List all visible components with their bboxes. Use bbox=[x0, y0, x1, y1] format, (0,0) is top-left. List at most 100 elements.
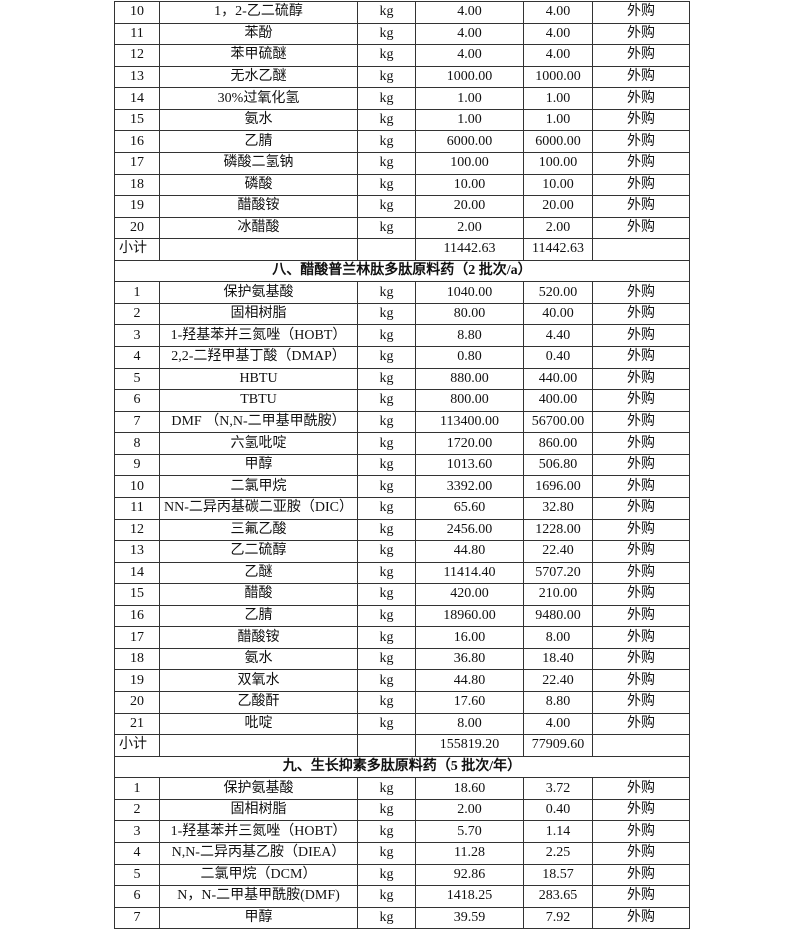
material-name: 无水乙醚 bbox=[159, 65, 358, 89]
table-row: 16 乙腈 kg 18960.00 9480.00 外购 bbox=[114, 604, 690, 628]
source: 外购 bbox=[592, 346, 690, 369]
row-number: 7 bbox=[114, 906, 160, 930]
unit: kg bbox=[357, 65, 416, 89]
material-name: 甲醇 bbox=[159, 906, 358, 930]
materials-table: 10 1，2-乙二硫醇 kg 4.00 4.00 外购 11 苯酚 kg 4.00 4.00 外购 12… bbox=[114, 1, 690, 930]
material-name: 吡啶 bbox=[159, 712, 358, 736]
row-number: 17 bbox=[114, 151, 160, 175]
row-number: 15 bbox=[114, 583, 160, 606]
unit: kg bbox=[357, 863, 416, 887]
quantity-per-batch: 4.00 bbox=[523, 712, 593, 736]
quantity-total: 11.28 bbox=[415, 841, 524, 865]
quantity-total: 10.00 bbox=[415, 173, 524, 197]
table-row: 12 苯甲硫醚 kg 4.00 4.00 外购 bbox=[114, 44, 690, 67]
source: 外购 bbox=[592, 389, 690, 412]
quantity-total: 1.00 bbox=[415, 108, 524, 132]
row-number: 1 bbox=[114, 777, 160, 800]
row-number: 21 bbox=[114, 712, 160, 736]
material-name: 六氢吡啶 bbox=[159, 432, 358, 455]
empty-cell bbox=[592, 238, 690, 261]
quantity-per-batch: 22.40 bbox=[523, 540, 593, 563]
row-number: 10 bbox=[114, 1, 160, 24]
quantity-per-batch: 20.00 bbox=[523, 195, 593, 218]
row-number: 7 bbox=[114, 410, 160, 434]
source: 外购 bbox=[592, 151, 690, 175]
material-name: 1-羟基苯并三氮唑（HOBT） bbox=[159, 324, 358, 347]
quantity-total: 4.00 bbox=[415, 22, 524, 46]
quantity-per-batch: 2.00 bbox=[523, 216, 593, 240]
quantity-total: 4.00 bbox=[415, 44, 524, 67]
material-name: 氨水 bbox=[159, 108, 358, 132]
section-header-row: 八、醋酸普兰林肽多肽原料药（2 批次/a） bbox=[114, 259, 690, 283]
quantity-total: 1013.60 bbox=[415, 453, 524, 477]
quantity-total: 2.00 bbox=[415, 798, 524, 822]
table-row: 15 醋酸 kg 420.00 210.00 外购 bbox=[114, 583, 690, 606]
source: 外购 bbox=[592, 496, 690, 520]
row-number: 2 bbox=[114, 302, 160, 326]
unit: kg bbox=[357, 389, 416, 412]
table-row: 6 TBTU kg 800.00 400.00 外购 bbox=[114, 389, 690, 412]
subtotal-total: 11442.63 bbox=[415, 238, 524, 261]
row-number: 6 bbox=[114, 885, 160, 908]
source: 外购 bbox=[592, 302, 690, 326]
quantity-total: 1000.00 bbox=[415, 65, 524, 89]
unit: kg bbox=[357, 691, 416, 714]
quantity-per-batch: 10.00 bbox=[523, 173, 593, 197]
quantity-per-batch: 1696.00 bbox=[523, 475, 593, 498]
table-row: 12 三氟乙酸 kg 2456.00 1228.00 外购 bbox=[114, 518, 690, 542]
quantity-per-batch: 18.40 bbox=[523, 647, 593, 671]
quantity-total: 8.80 bbox=[415, 324, 524, 347]
table-row: 3 1-羟基苯并三氮唑（HOBT） kg 5.70 1.14 外购 bbox=[114, 820, 690, 843]
quantity-total: 5.70 bbox=[415, 820, 524, 843]
unit: kg bbox=[357, 604, 416, 628]
source: 外购 bbox=[592, 173, 690, 197]
table-row: 10 1，2-乙二硫醇 kg 4.00 4.00 外购 bbox=[114, 1, 690, 24]
subtotal-label: 小计 bbox=[114, 238, 160, 261]
unit: kg bbox=[357, 346, 416, 369]
material-name: 氨水 bbox=[159, 647, 358, 671]
material-name: 固相树脂 bbox=[159, 798, 358, 822]
quantity-total: 1040.00 bbox=[415, 281, 524, 304]
row-number: 8 bbox=[114, 432, 160, 455]
section-title: 九、生长抑素多肽原料药（5 批次/年） bbox=[114, 755, 690, 779]
unit: kg bbox=[357, 820, 416, 843]
quantity-total: 2.00 bbox=[415, 216, 524, 240]
subtotal-total: 155819.20 bbox=[415, 734, 524, 757]
source: 外购 bbox=[592, 712, 690, 736]
table-row: 7 甲醇 kg 39.59 7.92 外购 bbox=[114, 906, 690, 930]
unit: kg bbox=[357, 518, 416, 542]
unit: kg bbox=[357, 906, 416, 930]
quantity-per-batch: 7.92 bbox=[523, 906, 593, 930]
material-name: HBTU bbox=[159, 367, 358, 391]
quantity-per-batch: 18.57 bbox=[523, 863, 593, 887]
source: 外购 bbox=[592, 324, 690, 347]
source: 外购 bbox=[592, 1, 690, 24]
table-row: 6 N，N-二甲基甲酰胺(DMF) kg 1418.25 283.65 外购 bbox=[114, 885, 690, 908]
unit: kg bbox=[357, 583, 416, 606]
unit: kg bbox=[357, 669, 416, 692]
subtotal-row: 小计 11442.63 11442.63 bbox=[114, 238, 690, 261]
row-number: 1 bbox=[114, 281, 160, 304]
material-name: 2,2-二羟甲基丁酸（DMAP） bbox=[159, 346, 358, 369]
material-name: 1-羟基苯并三氮唑（HOBT） bbox=[159, 820, 358, 843]
quantity-per-batch: 6000.00 bbox=[523, 130, 593, 153]
unit: kg bbox=[357, 173, 416, 197]
row-number: 3 bbox=[114, 820, 160, 843]
source: 外购 bbox=[592, 453, 690, 477]
quantity-total: 2456.00 bbox=[415, 518, 524, 542]
quantity-total: 4.00 bbox=[415, 1, 524, 24]
unit: kg bbox=[357, 453, 416, 477]
empty-cell bbox=[159, 238, 358, 261]
table-row: 21 吡啶 kg 8.00 4.00 外购 bbox=[114, 712, 690, 736]
quantity-total: 1.00 bbox=[415, 87, 524, 110]
subtotal-label: 小计 bbox=[114, 734, 160, 757]
quantity-total: 11414.40 bbox=[415, 561, 524, 585]
subtotal-row: 小计 155819.20 77909.60 bbox=[114, 734, 690, 757]
unit: kg bbox=[357, 885, 416, 908]
quantity-total: 800.00 bbox=[415, 389, 524, 412]
table-row: 19 醋酸铵 kg 20.00 20.00 外购 bbox=[114, 195, 690, 218]
source: 外购 bbox=[592, 44, 690, 67]
quantity-per-batch: 1.00 bbox=[523, 108, 593, 132]
source: 外购 bbox=[592, 626, 690, 649]
quantity-total: 80.00 bbox=[415, 302, 524, 326]
